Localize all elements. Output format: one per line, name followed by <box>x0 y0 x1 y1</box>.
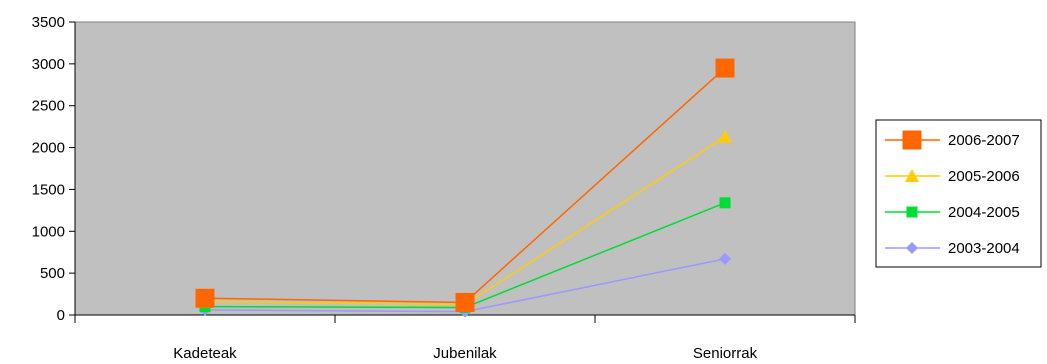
series-layer <box>195 58 735 318</box>
y-tick-label: 3500 <box>32 14 65 31</box>
legend-label: 2006-2007 <box>948 132 1020 149</box>
legend-item-2006-2007: 2006-2007 <box>885 130 1020 150</box>
y-tick-label: 2500 <box>32 98 65 115</box>
y-tick-label: 1500 <box>32 181 65 198</box>
plot-area <box>74 21 856 316</box>
y-tick-label: 500 <box>40 265 65 282</box>
legend-label: 2005-2006 <box>948 168 1020 185</box>
y-tick-label: 3000 <box>32 56 65 73</box>
data-point-2006-2007-kadeteak <box>195 288 215 308</box>
data-point-2003-2004-seniorrak <box>719 252 731 265</box>
legend: 2006-2007 2005-2006 2004-2005 2003-2004 <box>875 119 1042 268</box>
legend-marker <box>902 130 922 150</box>
x-tick-label-kadeteak: Kadeteak <box>173 345 237 362</box>
legend-label: 2004-2005 <box>948 204 1020 221</box>
legend-item-2003-2004: 2003-2004 <box>885 240 1020 257</box>
x-axis: Kadeteak Jubenilak Seniorrak <box>74 314 856 362</box>
legend-marker <box>905 169 919 182</box>
legend-item-2005-2006: 2005-2006 <box>885 168 1020 185</box>
y-tick-label: 1000 <box>32 223 65 240</box>
y-axis: 0 500 1000 1500 2000 2500 3000 3500 <box>32 14 76 324</box>
y-tick-label: 2000 <box>32 140 65 157</box>
data-point-2006-2007-jubenilak <box>455 292 475 312</box>
legend-item-2004-2005: 2004-2005 <box>885 204 1020 221</box>
data-point-2005-2006-seniorrak <box>718 129 732 143</box>
data-point-2004-2005-seniorrak <box>719 197 731 209</box>
legend-label: 2003-2004 <box>948 240 1020 257</box>
legend-marker <box>906 242 918 254</box>
y-tick-label: 0 <box>57 307 65 324</box>
series-2006-2007 <box>195 58 735 312</box>
legend-marker <box>906 206 918 218</box>
data-point-2006-2007-seniorrak <box>715 58 735 78</box>
x-tick-label-jubenilak: Jubenilak <box>433 345 497 362</box>
x-tick-label-seniorrak: Seniorrak <box>693 345 758 362</box>
